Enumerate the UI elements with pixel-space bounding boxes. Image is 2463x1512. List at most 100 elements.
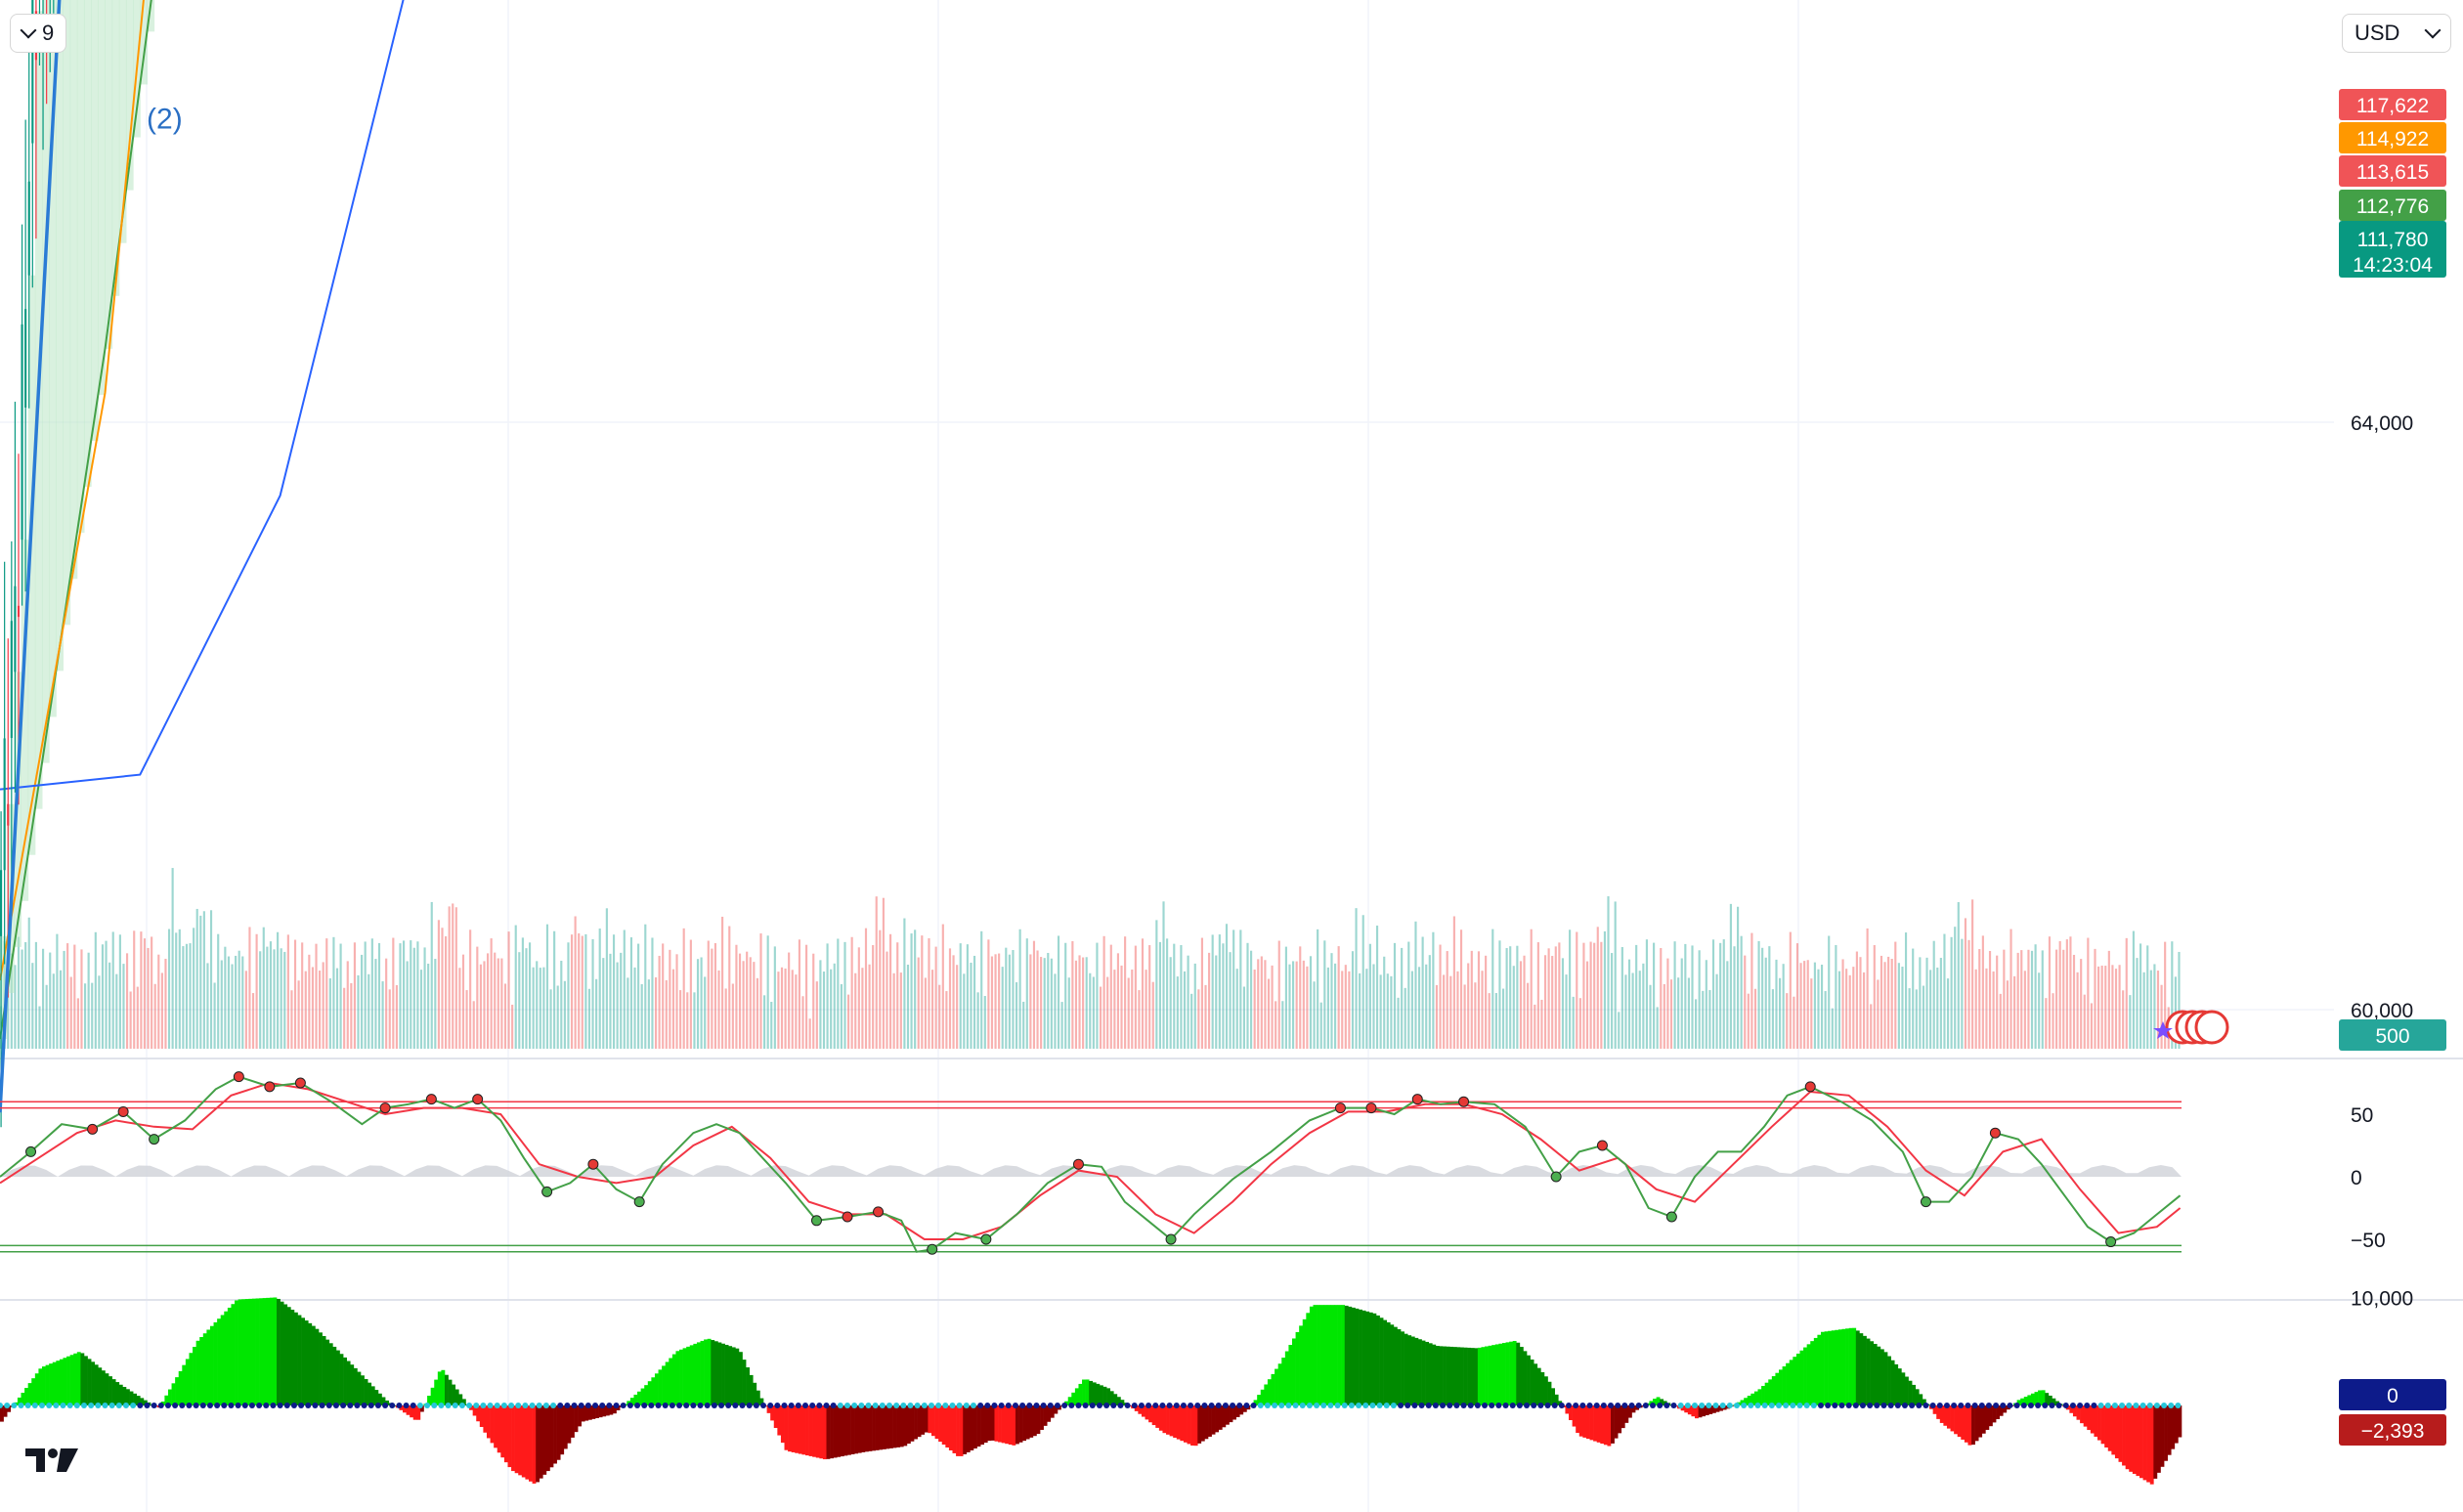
volume-bar: [966, 944, 969, 1049]
macd-bar: [928, 1405, 932, 1434]
volume-bar: [315, 943, 318, 1049]
zero-line-dot: [1474, 1403, 1481, 1408]
volume-bar: [998, 953, 1001, 1049]
volume-bar: [1551, 956, 1554, 1049]
zero-line-dot: [1650, 1403, 1657, 1408]
macd-bar: [2114, 1405, 2119, 1459]
volume-bar: [1319, 1002, 1322, 1049]
volume-bar: [857, 947, 860, 1049]
currency-selector[interactable]: USD: [2342, 14, 2451, 53]
volume-bar: [654, 976, 658, 1049]
volume-bar: [115, 973, 118, 1049]
volume-bar: [193, 928, 195, 1049]
volume-bar: [1162, 901, 1165, 1049]
macd-bar: [1631, 1405, 1636, 1413]
macd-bar: [213, 1321, 218, 1405]
volume-bar: [2052, 993, 2054, 1049]
crossover-dot: [25, 1145, 37, 1157]
macd-bar: [24, 1388, 28, 1405]
macd-bar: [1082, 1379, 1086, 1405]
volume-bar: [80, 949, 83, 1049]
zero-line-dot: [2027, 1403, 2034, 1408]
macd-bar: [41, 1366, 46, 1405]
macd-bar: [189, 1353, 194, 1405]
macd-bar: [1837, 1329, 1842, 1405]
volume-bar: [385, 958, 388, 1049]
volume-bar: [1351, 951, 1355, 1049]
volume-bar: [784, 968, 787, 1049]
zero-line-dot: [1951, 1403, 1958, 1408]
price-axis[interactable]: 108,000104,000100,00096,00092,00088,0008…: [2339, 0, 2446, 1446]
volume-bar: [465, 990, 468, 1049]
zero-line-dot: [1075, 1403, 1082, 1408]
volume-bar: [1494, 992, 1497, 1049]
macd-bar: [133, 1393, 138, 1405]
volume-bar: [1614, 901, 1617, 1049]
volume-bar: [427, 963, 430, 1049]
volume-bar: [2146, 945, 2149, 1049]
osc-tick-label: 50: [2351, 1104, 2373, 1127]
volume-bar: [52, 973, 55, 1049]
macd-bar: [335, 1350, 340, 1405]
macd-bar: [118, 1384, 123, 1405]
volume-bar: [412, 947, 415, 1049]
macd-bar: [1624, 1405, 1629, 1423]
macd-bar: [178, 1370, 183, 1405]
macd-bar: [539, 1405, 543, 1479]
macd-bar: [1401, 1331, 1404, 1405]
zero-line-dot: [1383, 1403, 1390, 1408]
zero-line-dot: [753, 1403, 759, 1408]
volume-bar: [472, 1001, 475, 1049]
volume-bar: [367, 973, 370, 1049]
volume-bar: [1828, 935, 1831, 1049]
volume-bar: [605, 908, 608, 1049]
volume-bar: [1866, 928, 1869, 1049]
macd-bar: [385, 1400, 389, 1405]
volume-bar: [1954, 927, 1957, 1049]
volume-bar: [377, 942, 381, 1049]
zero-line-dot: [1768, 1403, 1775, 1408]
zero-line-dot: [627, 1403, 633, 1408]
macd-bar: [325, 1339, 330, 1405]
macd-bar: [1264, 1384, 1269, 1405]
volume-bar: [1383, 956, 1386, 1049]
volume-bar: [711, 948, 713, 1049]
interval-selector[interactable]: 9: [10, 14, 67, 53]
volume-bar: [105, 940, 108, 1049]
volume-bar: [1687, 977, 1690, 1049]
volume-bar: [27, 917, 30, 1049]
macd-bar: [612, 1405, 617, 1414]
macd-bar: [850, 1405, 855, 1454]
volume-bar: [1698, 950, 1701, 1049]
volume-bar: [1313, 981, 1316, 1049]
volume-bar: [1361, 915, 1364, 1049]
cloud-segment: [111, 0, 120, 296]
tradingview-logo[interactable]: [23, 1445, 82, 1476]
zero-line-dot: [542, 1403, 549, 1408]
event-flags[interactable]: [2153, 1010, 2229, 1045]
zero-line-dot: [102, 1403, 108, 1408]
crossover-dot: [425, 1094, 437, 1105]
macd-bar: [251, 1298, 256, 1405]
zero-line-dot: [795, 1403, 801, 1408]
macd-bar: [2149, 1405, 2154, 1485]
zero-line-dot: [2104, 1403, 2111, 1408]
macd-bar: [69, 1355, 74, 1405]
volume-bar: [1292, 961, 1295, 1049]
volume-bar: [1089, 972, 1092, 1049]
volume-bar: [2118, 965, 2121, 1049]
volume-bar: [83, 983, 87, 1049]
volume-bar: [1131, 969, 1134, 1049]
zero-line-dot: [1726, 1403, 1733, 1408]
volume-bar: [1547, 948, 1550, 1049]
macd-bar: [549, 1405, 554, 1468]
macd-bar: [518, 1405, 523, 1476]
signal-line: [0, 0, 152, 1040]
volume-bar: [742, 961, 745, 1049]
macd-bar: [1883, 1352, 1888, 1405]
macd-bar: [833, 1405, 838, 1458]
zero-line-dot: [1264, 1403, 1271, 1408]
volume-bar: [514, 925, 517, 1049]
macd-bar: [1333, 1305, 1338, 1405]
